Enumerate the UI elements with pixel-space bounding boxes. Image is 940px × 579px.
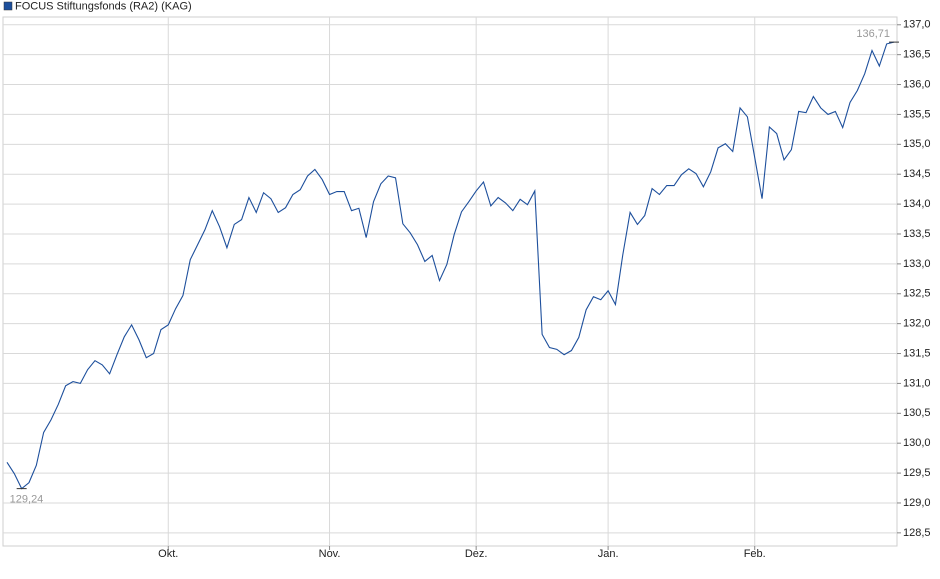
value-label: 129,24 — [10, 494, 44, 506]
x-tick-label: Jan. — [598, 548, 619, 560]
y-tick-label: 133,5 — [903, 228, 931, 240]
y-tick-label: 136,5 — [903, 49, 931, 61]
y-tick-label: 136,0 — [903, 78, 931, 90]
y-tick-label: 132,0 — [903, 318, 931, 330]
y-tick-label: 130,0 — [903, 437, 931, 449]
y-tick-label: 133,0 — [903, 258, 931, 270]
y-tick-label: 137,0 — [903, 19, 931, 31]
y-tick-label: 132,5 — [903, 288, 931, 300]
x-tick-label: Dez. — [465, 548, 488, 560]
y-tick-label: 135,0 — [903, 138, 931, 150]
x-tick-label: Nov. — [319, 548, 341, 560]
y-tick-label: 135,5 — [903, 108, 931, 120]
x-tick-label: Okt. — [158, 548, 178, 560]
y-tick-label: 130,5 — [903, 407, 931, 419]
y-tick-label: 129,0 — [903, 497, 931, 509]
y-tick-label: 134,5 — [903, 168, 931, 180]
y-tick-label: 134,0 — [903, 198, 931, 210]
y-tick-label: 131,0 — [903, 377, 931, 389]
y-tick-label: 128,5 — [903, 527, 931, 539]
price-line — [6, 41, 895, 490]
x-tick-label: Feb. — [744, 548, 766, 560]
legend-swatch — [3, 1, 13, 11]
y-tick-label: 131,5 — [903, 347, 931, 359]
value-label: 136,71 — [856, 28, 890, 40]
legend-label: FOCUS Stiftungsfonds (RA2) (KAG) — [15, 0, 192, 12]
y-tick-label: 129,5 — [903, 467, 931, 479]
plot-frame — [2, 16, 898, 547]
